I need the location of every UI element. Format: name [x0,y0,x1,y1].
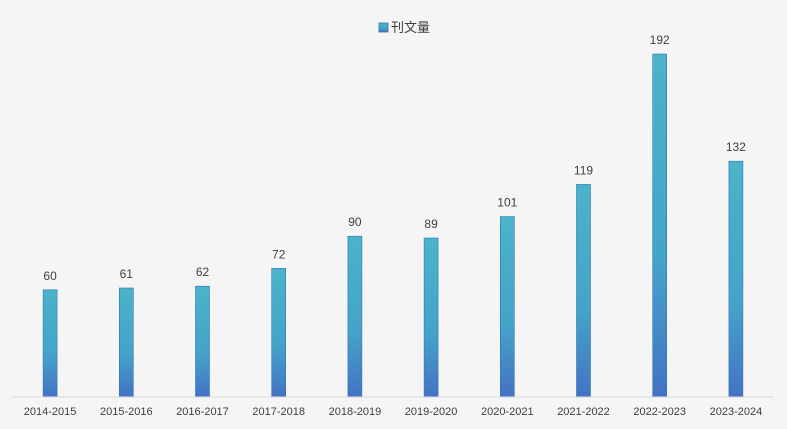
data-label-2023-2024: 132 [726,140,746,154]
data-label-2016-2017: 62 [196,265,210,279]
bar-2022-2023 [652,53,668,398]
legend-label-series: 刊文量 [391,21,430,36]
x-tick-label-2019-2020: 2019-2020 [405,406,458,418]
data-label-2020-2021: 101 [497,196,517,210]
x-tick-label-2020-2021: 2020-2021 [481,406,534,418]
bars-group [42,53,744,398]
x-tick-label-2021-2022: 2021-2022 [557,406,610,418]
data-label-2018-2019: 90 [348,215,362,229]
legend-swatch [378,22,389,33]
bar-2020-2021 [499,216,515,398]
bar-2021-2022 [576,184,591,398]
x-tick-label-2017-2018: 2017-2018 [252,406,305,418]
x-tick-label-2023-2024: 2023-2024 [710,406,763,418]
data-label-2019-2020: 89 [424,217,438,231]
data-labels-group: 60 61 62 72 90 89 101 119 192 132 [43,33,746,283]
data-label-2022-2023: 192 [650,33,670,47]
bar-2023-2024 [728,160,744,398]
x-tick-labels-group: 2014-2015 2015-2016 2016-2017 2017-2018 2018… [24,406,762,418]
x-tick-label-2015-2016: 2015-2016 [100,406,153,418]
x-tick-label-2014-2015: 2014-2015 [24,406,77,418]
bar-2014-2015 [42,289,58,398]
bar-2017-2018 [271,268,287,398]
bar-2015-2016 [119,287,134,398]
legend: 刊文量 [378,21,430,36]
bar-2016-2017 [195,285,210,398]
data-label-2014-2015: 60 [43,269,57,283]
bar-2018-2019 [347,235,363,398]
data-label-2021-2022: 119 [574,163,593,177]
bar-2019-2020 [423,237,439,398]
x-tick-label-2022-2023: 2022-2023 [633,406,686,418]
x-tick-label-2016-2017: 2016-2017 [176,406,229,418]
data-label-2017-2018: 72 [272,247,286,261]
data-label-2015-2016: 61 [120,267,134,281]
x-tick-label-2018-2019: 2018-2019 [329,406,382,418]
